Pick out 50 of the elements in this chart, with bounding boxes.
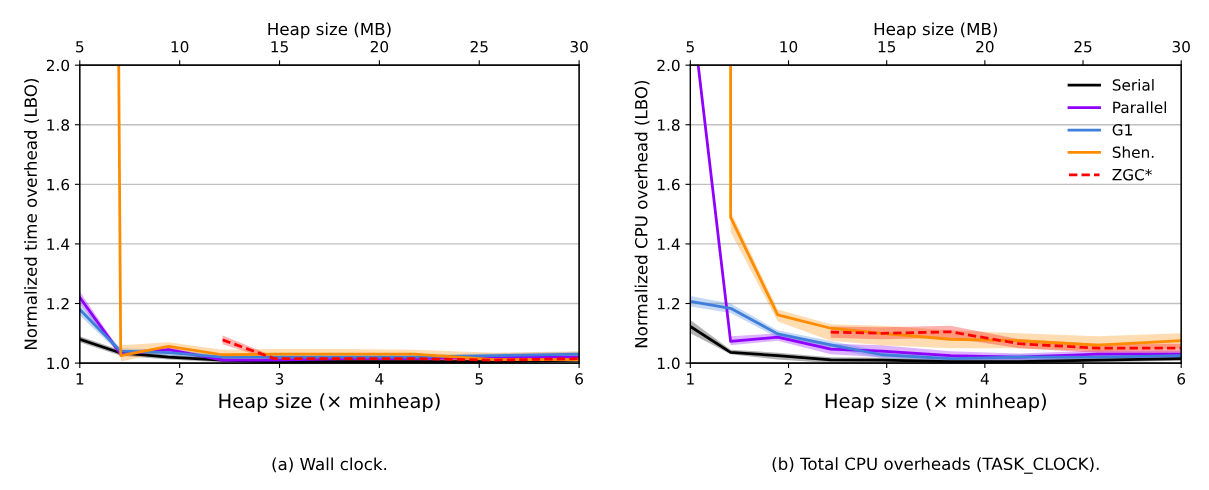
x-tick-label: 5: [1079, 373, 1087, 385]
y-tick-label: 1.8: [47, 119, 70, 131]
x-tick-label: 4: [375, 373, 384, 385]
x-tick-label: 1: [76, 373, 84, 385]
x2-tick-label: 25: [1074, 40, 1092, 53]
x2-tick-label: 10: [171, 40, 189, 53]
legend-label: ZGC*: [1112, 168, 1152, 181]
y-tick-label: 1.4: [47, 238, 70, 250]
x-tick-label: 6: [575, 373, 584, 385]
x2-tick-label: 30: [570, 40, 588, 53]
x2-tick-label: 20: [976, 40, 994, 53]
legend-label: Serial: [1112, 78, 1154, 91]
x2-tick-label: 30: [1172, 40, 1190, 53]
x-tick-label: 2: [784, 373, 792, 385]
x2-axis-title: Heap size (MB): [874, 22, 997, 39]
y-axis-title: Normalized time overhead (LBO): [24, 79, 39, 350]
x-tick-label: 5: [475, 373, 483, 385]
x-axis-title: Heap size (× minheap): [219, 393, 440, 412]
y-tick-label: 1.0: [658, 357, 680, 370]
y-tick-label: 1.8: [658, 119, 680, 131]
y-tick-label: 1.6: [47, 178, 70, 191]
x2-tick-label: 15: [271, 41, 288, 53]
x-tick-label: 6: [1177, 373, 1186, 385]
text: (b) Total CPU overheads (TASK_CLOCK).: [772, 457, 1099, 474]
y-tick-label: 2.0: [46, 59, 70, 72]
legend-label: G1: [1112, 124, 1132, 136]
x-tick-label: 1: [687, 373, 694, 385]
legend-label: Shen.: [1112, 146, 1154, 159]
x-tick-label: 4: [980, 373, 989, 385]
x2-tick-label: 25: [470, 40, 488, 53]
x-tick-label: 3: [882, 373, 891, 385]
x-axis-title: Heap size (× minheap): [825, 393, 1046, 412]
x-tick-label: 2: [175, 373, 183, 385]
x-tick-label: 3: [275, 373, 284, 385]
y-tick-label: 1.2: [658, 297, 680, 310]
y-tick-label: 1.6: [658, 178, 680, 191]
x2-tick-label: 15: [878, 41, 896, 53]
x2-tick-label: 10: [780, 40, 798, 53]
y-tick-label: 1.2: [47, 297, 69, 310]
y-tick-label: 2.0: [657, 59, 680, 72]
legend-label: Parallel: [1113, 101, 1167, 114]
x2-axis-title: Heap size (MB): [268, 22, 391, 39]
line-series: [829, 330, 1182, 350]
x2-tick-label: 5: [686, 41, 694, 53]
y-tick-label: 1.0: [47, 357, 70, 370]
x2-tick-label: 20: [370, 40, 389, 53]
y-axis-title: Normalized CPU overhead (LBO): [634, 80, 650, 348]
text: (a) Wall clock.: [272, 457, 387, 473]
x2-tick-label: 5: [76, 41, 84, 53]
y-tick-label: 1.4: [658, 238, 680, 250]
